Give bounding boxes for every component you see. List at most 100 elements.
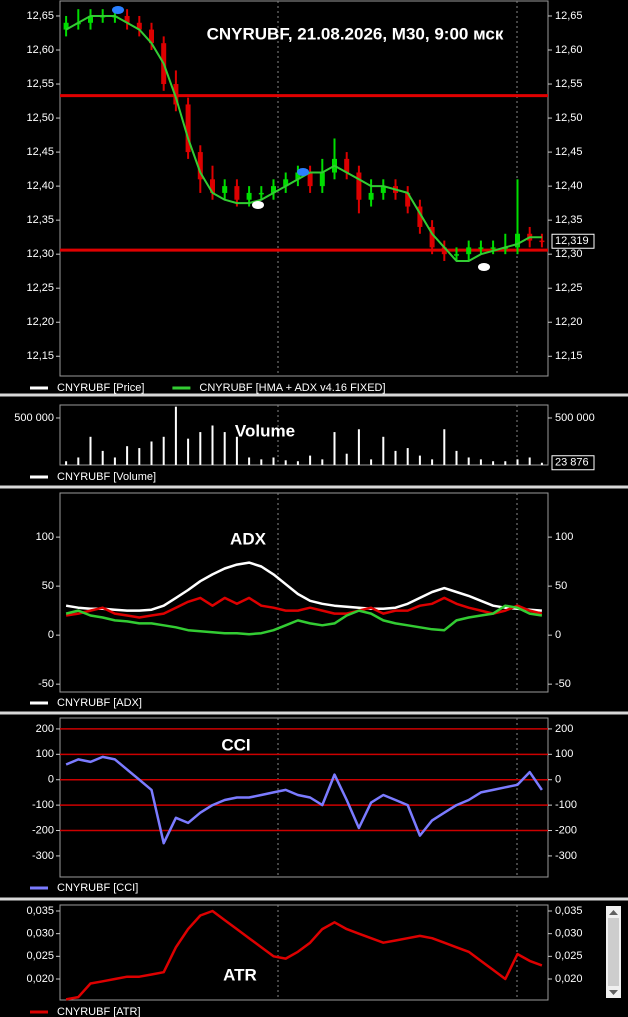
candle-body bbox=[124, 15, 130, 23]
volume-bar bbox=[345, 453, 348, 465]
y-tick-label: 12,55 bbox=[26, 78, 54, 90]
candle-body bbox=[441, 247, 447, 255]
y-tick-label: 12,15 bbox=[26, 350, 54, 362]
candle-body bbox=[185, 104, 191, 153]
candle-body bbox=[466, 247, 472, 255]
panel-title: Volume bbox=[235, 421, 295, 440]
volume-bar bbox=[357, 429, 360, 465]
volume-bar bbox=[89, 436, 92, 465]
y-tick-label: 12,30 bbox=[555, 248, 583, 260]
volume-bar bbox=[455, 450, 458, 465]
signal-marker bbox=[478, 263, 490, 271]
signal-marker bbox=[252, 201, 264, 209]
y-tick-label: 12,15 bbox=[555, 350, 583, 362]
legend-label: CNYRUBF [CCI] bbox=[57, 882, 138, 894]
plots: 12,65 12,65 12,60 12,60 12,55 12,55 12,50 12,50… bbox=[14, 0, 595, 1017]
candle-body bbox=[173, 84, 179, 105]
candle-body bbox=[539, 240, 545, 243]
volume-bar bbox=[284, 460, 287, 465]
y-tick-label: 12,25 bbox=[26, 282, 54, 294]
candle-body bbox=[454, 254, 459, 256]
plot-area bbox=[59, 904, 549, 1001]
y-tick-label: 12,25 bbox=[555, 282, 583, 294]
volume-bar bbox=[431, 459, 434, 465]
y-tick-label: 200 bbox=[555, 723, 573, 735]
volume-bar bbox=[199, 432, 202, 465]
candle-body bbox=[417, 206, 423, 227]
y-tick-label: 100 bbox=[36, 748, 54, 760]
volume-bar bbox=[467, 457, 470, 465]
candle-body bbox=[490, 247, 496, 249]
volume-bar bbox=[321, 459, 324, 465]
y-tick-label: 50 bbox=[42, 580, 54, 592]
volume-bar bbox=[65, 461, 68, 465]
candle-body bbox=[515, 233, 520, 248]
y-tick-label: 12,50 bbox=[26, 112, 54, 124]
y-tick-label: -300 bbox=[555, 850, 577, 862]
volume-bar bbox=[443, 429, 446, 465]
candle-body bbox=[63, 22, 69, 30]
legend-label: CNYRUBF [Price] bbox=[57, 382, 144, 394]
y-tick-label: -100 bbox=[555, 799, 577, 811]
y-tick-label: 12,60 bbox=[555, 44, 583, 56]
candle-body bbox=[136, 22, 142, 30]
volume-bar bbox=[272, 457, 275, 465]
y-tick-label: 100 bbox=[555, 531, 573, 543]
scrollbar[interactable] bbox=[606, 906, 621, 998]
y-tick-label: 0,020 bbox=[555, 973, 583, 985]
candle-body bbox=[295, 172, 301, 180]
volume-bar bbox=[492, 461, 495, 465]
y-tick-label: 12,60 bbox=[26, 44, 54, 56]
y-tick-label: 12,35 bbox=[26, 214, 54, 226]
y-tick-label: 50 bbox=[555, 580, 567, 592]
y-tick-label: 0,030 bbox=[555, 928, 583, 940]
y-tick-label: 0 bbox=[555, 629, 561, 641]
signal-markers bbox=[112, 6, 490, 271]
y-tick-label: -300 bbox=[32, 850, 54, 862]
y-tick-label: 0,025 bbox=[555, 950, 583, 962]
y-tick-label: -200 bbox=[555, 824, 577, 836]
series-line bbox=[65, 909, 543, 1001]
candle-body bbox=[210, 179, 215, 193]
panel-separators bbox=[0, 393, 628, 901]
scrollbar-thumb[interactable] bbox=[608, 918, 619, 986]
plot-area bbox=[59, 404, 549, 466]
y-tick-label: 12,35 bbox=[555, 214, 583, 226]
candle-body bbox=[222, 186, 228, 193]
candle-body bbox=[197, 152, 203, 180]
series-line bbox=[65, 561, 542, 612]
plot-area bbox=[59, 0, 549, 377]
y-tick-label: 12,40 bbox=[26, 180, 54, 192]
volume-bar bbox=[138, 448, 141, 465]
volume-bar bbox=[479, 459, 482, 465]
volume-bar bbox=[370, 459, 373, 465]
y-tick-label: 500 000 bbox=[14, 412, 54, 424]
y-tick-label: 12,45 bbox=[555, 146, 583, 158]
legend-label: CNYRUBF [Volume] bbox=[57, 471, 156, 483]
volume-bar bbox=[528, 457, 531, 465]
volume-bar bbox=[162, 436, 165, 465]
y-tick-label: 12,65 bbox=[555, 10, 583, 22]
y-tick-label: 0,020 bbox=[26, 973, 54, 985]
candle-body bbox=[405, 192, 411, 207]
panel-title: CCI bbox=[221, 735, 250, 754]
y-tick-label: -200 bbox=[32, 824, 54, 836]
volume-bar bbox=[504, 461, 507, 465]
y-tick-label: 100 bbox=[555, 748, 573, 760]
volume-bar bbox=[174, 406, 177, 465]
y-tick-label: 0,025 bbox=[26, 950, 54, 962]
volume-bar bbox=[77, 457, 80, 465]
candle-body bbox=[149, 29, 154, 44]
y-tick-label: 12,45 bbox=[26, 146, 54, 158]
volume-bar bbox=[150, 441, 153, 465]
candle-body bbox=[319, 172, 325, 187]
volume-bar bbox=[382, 436, 385, 465]
candle-body bbox=[283, 179, 289, 187]
candle-body bbox=[380, 186, 386, 193]
candle-body bbox=[88, 15, 93, 23]
candle-body bbox=[234, 186, 240, 200]
y-tick-label: -50 bbox=[38, 678, 54, 690]
volume-bar bbox=[333, 432, 336, 465]
